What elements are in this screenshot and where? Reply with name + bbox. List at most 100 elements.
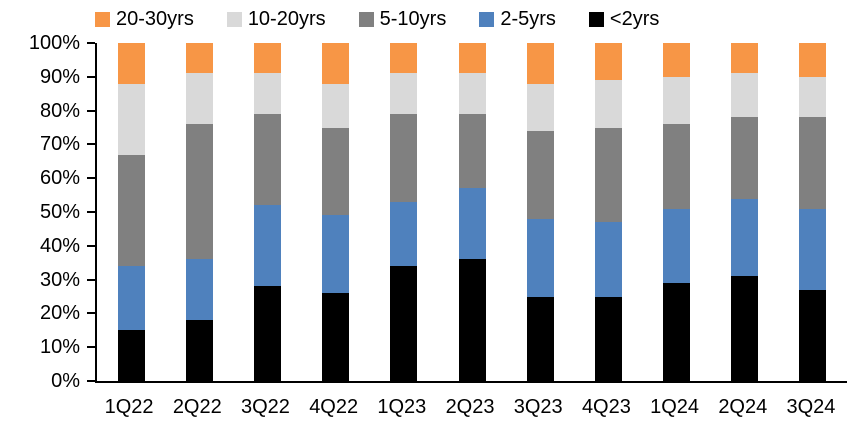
y-axis-tick-label: 80% xyxy=(39,99,80,122)
bar-segment-2-5yrs xyxy=(253,205,281,287)
y-axis-tick-label: 60% xyxy=(39,167,80,190)
y-axis-tick-mark xyxy=(87,346,95,349)
stacked-bar-3q24 xyxy=(799,43,827,381)
bar-segment-20-30yrs xyxy=(458,43,486,74)
bar-segment-20-30yrs xyxy=(594,43,622,81)
y-axis-tick-mark xyxy=(87,109,95,112)
stacked-bar-1q23 xyxy=(390,43,418,381)
bar-slot-1q23 xyxy=(370,43,438,381)
legend-swatch-icon xyxy=(95,11,110,27)
y-axis-tick-label: 0% xyxy=(51,370,80,392)
x-axis-tick-label: 4Q23 xyxy=(581,396,631,418)
bar-segment-20-30yrs xyxy=(390,43,418,74)
bar-segment-2-5yrs xyxy=(390,201,418,267)
bar-segment-2-5yrs xyxy=(458,188,486,260)
bar-segment-5-10yrs xyxy=(731,117,759,199)
x-axis-tick-label: 3Q24 xyxy=(786,396,836,418)
bar-slot-4q22 xyxy=(302,43,370,381)
stacked-bar-1q22 xyxy=(117,43,145,381)
bar-slot-2q22 xyxy=(165,43,233,381)
bar-segment-5-10yrs xyxy=(322,127,350,216)
bar-segment-10-20yrs xyxy=(117,83,145,155)
bar-segment-10-20yrs xyxy=(663,76,691,125)
bar-segment-10-20yrs xyxy=(253,73,281,115)
bar-segment-2-5yrs xyxy=(526,218,554,297)
bar-segment-20-30yrs xyxy=(322,43,350,84)
bar-segment-2yrs xyxy=(458,259,486,381)
bar-slot-4q23 xyxy=(574,43,642,381)
bar-segment-20-30yrs xyxy=(526,43,554,84)
bar-segment-10-20yrs xyxy=(594,80,622,128)
bar-segment-5-10yrs xyxy=(458,114,486,189)
bar-segment-2-5yrs xyxy=(731,198,759,277)
x-axis-tick-label: 1Q23 xyxy=(377,396,427,418)
bar-segment-2yrs xyxy=(390,266,418,381)
legend-item-20-30yrs: 20-30yrs xyxy=(95,6,194,32)
bar-segment-2yrs xyxy=(117,330,145,381)
chart-legend: 20-30yrs 10-20yrs 5-10yrs 2-5yrs <2yrs xyxy=(95,6,659,32)
x-axis-tick-label: 3Q23 xyxy=(513,396,563,418)
legend-label: 10-20yrs xyxy=(247,8,326,30)
legend-swatch-icon xyxy=(226,11,242,27)
bar-segment-2-5yrs xyxy=(322,215,350,294)
x-axis-tick-label: 4Q22 xyxy=(309,396,359,418)
bar-slot-3q24 xyxy=(779,43,847,381)
x-axis: 1Q22 2Q22 3Q22 4Q22 1Q23 2Q23 3Q23 4Q23 1Q24 2Q24… xyxy=(95,395,845,419)
x-axis-tick-label: 2Q24 xyxy=(718,396,768,418)
legend-swatch-icon xyxy=(588,11,604,27)
y-axis-tick-mark xyxy=(87,211,95,213)
bar-segment-2-5yrs xyxy=(185,259,213,321)
stacked-bar-2q22 xyxy=(185,43,213,381)
bar-segment-2yrs xyxy=(526,296,554,381)
x-axis-tick-label: 2Q22 xyxy=(172,396,222,418)
bar-segment-10-20yrs xyxy=(731,73,759,118)
y-axis-tick-mark xyxy=(87,143,95,146)
bar-segment-5-10yrs xyxy=(117,154,145,267)
bar-segment-2-5yrs xyxy=(799,208,827,290)
bar-slot-2q23 xyxy=(438,43,506,381)
bar-segment-10-20yrs xyxy=(799,76,827,118)
legend-item-10-20yrs: 10-20yrs xyxy=(226,6,326,32)
bar-segment-2yrs xyxy=(253,286,281,381)
bar-slot-3q22 xyxy=(233,43,301,381)
stacked-bar-3q23 xyxy=(526,43,554,381)
y-axis-tick-mark xyxy=(87,75,95,78)
y-axis-tick-label: 10% xyxy=(39,336,80,359)
bar-slot-1q22 xyxy=(97,43,165,381)
bar-segment-2yrs xyxy=(799,289,827,381)
bar-segment-2yrs xyxy=(185,320,213,381)
legend-label: 5-10yrs xyxy=(379,8,447,30)
bar-segment-5-10yrs xyxy=(253,114,281,206)
bar-segment-10-20yrs xyxy=(526,83,554,131)
bar-slot-3q23 xyxy=(506,43,574,381)
bar-segment-5-10yrs xyxy=(390,114,418,202)
y-axis-tick-label: 70% xyxy=(39,133,80,156)
y-axis-tick-mark xyxy=(87,42,95,44)
legend-swatch-icon xyxy=(479,11,495,27)
legend-item-5-10yrs: 5-10yrs xyxy=(358,6,447,32)
bar-segment-2-5yrs xyxy=(117,266,145,331)
y-axis-tick-label: 90% xyxy=(39,65,80,88)
legend-label: <2yrs xyxy=(609,8,660,30)
y-axis-tick-label: 20% xyxy=(39,302,80,325)
bar-segment-20-30yrs xyxy=(799,43,827,77)
bar-segment-5-10yrs xyxy=(185,124,213,260)
stacked-bar-2q24 xyxy=(731,43,759,381)
y-axis-tick-mark xyxy=(87,312,95,315)
bar-segment-20-30yrs xyxy=(731,43,759,74)
bar-segment-2-5yrs xyxy=(663,208,691,283)
plot-area xyxy=(95,43,847,383)
bar-segment-10-20yrs xyxy=(458,73,486,114)
x-axis-tick-label: 2Q23 xyxy=(445,396,495,418)
bar-segment-20-30yrs xyxy=(117,43,145,84)
y-axis-tick-mark xyxy=(87,177,95,180)
stacked-bar-1q24 xyxy=(663,43,691,381)
y-axis-tick-label: 50% xyxy=(39,201,80,223)
legend-label: 2-5yrs xyxy=(500,8,556,30)
bar-segment-10-20yrs xyxy=(185,73,213,125)
bar-segment-2-5yrs xyxy=(594,222,622,297)
y-axis-tick-label: 100% xyxy=(28,32,80,54)
bar-slot-2q24 xyxy=(711,43,779,381)
legend-item-2yrs: <2yrs xyxy=(588,6,660,32)
